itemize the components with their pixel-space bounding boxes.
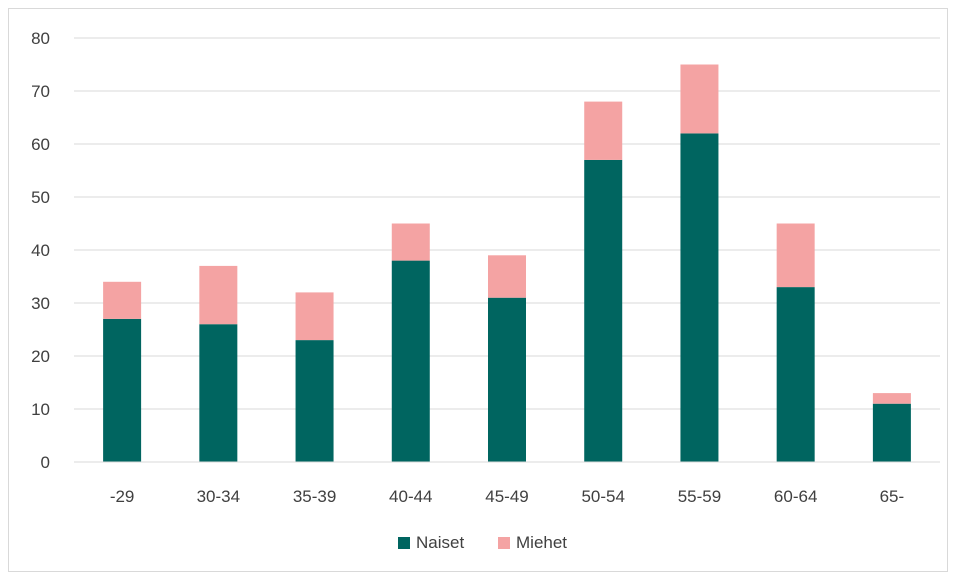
x-tick-label: 30-34 (197, 487, 240, 506)
bar-naiset-50-54 (584, 159, 623, 462)
x-tick-label: 60-64 (774, 487, 817, 506)
y-tick-label: 10 (31, 400, 50, 419)
y-axis-ticks: 0 10 20 30 40 50 60 70 80 (31, 29, 50, 472)
bar-miehet-65- (872, 393, 911, 404)
x-tick-label: 45-49 (485, 487, 528, 506)
bar-naiset-40-44 (391, 260, 430, 462)
y-tick-label: 0 (41, 453, 50, 472)
legend: Naiset Miehet (398, 533, 567, 552)
legend-swatch-naiset (398, 537, 410, 549)
x-tick-label: 55-59 (678, 487, 721, 506)
bar-miehet-40-44 (391, 223, 430, 261)
bar-naiset-55-59 (680, 133, 719, 462)
y-tick-label: 20 (31, 347, 50, 366)
x-tick-label: -29 (110, 487, 135, 506)
x-tick-label: 40-44 (389, 487, 432, 506)
bar-naiset-35-39 (295, 340, 334, 462)
bar-naiset-45-49 (488, 297, 526, 462)
y-tick-label: 50 (31, 188, 50, 207)
legend-label-naiset: Naiset (416, 533, 464, 552)
bar-miehet-45-49 (488, 255, 526, 298)
bar-miehet-30-34 (199, 265, 238, 325)
bar-miehet-50-54 (584, 101, 623, 160)
bar-naiset-65- (872, 403, 911, 462)
bar-miehet--29 (103, 281, 142, 319)
bar-naiset-30-34 (199, 324, 238, 462)
legend-label-miehet: Miehet (516, 533, 567, 552)
y-tick-label: 80 (31, 29, 50, 48)
bar-miehet-55-59 (680, 64, 719, 134)
bars (103, 64, 911, 462)
y-tick-label: 30 (31, 294, 50, 313)
x-tick-label: 35-39 (293, 487, 336, 506)
legend-swatch-miehet (498, 537, 510, 549)
bar-naiset--29 (103, 318, 142, 462)
x-tick-label: 50-54 (581, 487, 624, 506)
y-tick-label: 70 (31, 82, 50, 101)
y-tick-label: 60 (31, 135, 50, 154)
bar-miehet-60-64 (776, 223, 815, 288)
bar-miehet-35-39 (295, 292, 334, 341)
y-tick-label: 40 (31, 241, 50, 260)
bar-naiset-60-64 (776, 287, 815, 462)
x-axis-ticks: -29 30-34 35-39 40-44 45-49 50-54 55-59 60-64 65… (110, 487, 904, 506)
x-tick-label: 65- (880, 487, 905, 506)
